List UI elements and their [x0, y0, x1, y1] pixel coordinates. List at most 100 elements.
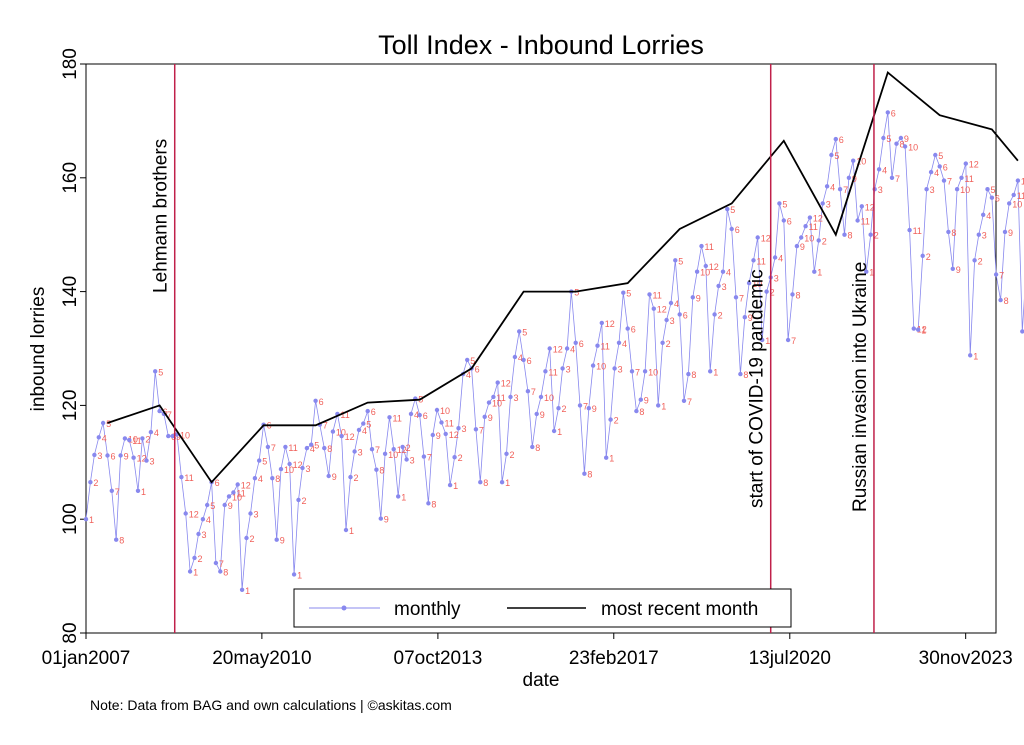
- monthly-point: [998, 297, 1003, 303]
- monthly-point-label: 8: [796, 290, 801, 300]
- monthly-point-label: 12: [969, 160, 979, 170]
- monthly-point-label: 11: [445, 419, 454, 429]
- monthly-point: [928, 169, 934, 175]
- monthly-point: [391, 447, 396, 452]
- event-label: start of COVID-19 pandemic: [747, 269, 768, 508]
- monthly-point-label: 6: [787, 217, 792, 227]
- monthly-point: [690, 295, 695, 300]
- monthly-point: [109, 488, 115, 493]
- monthly-point: [898, 135, 904, 141]
- monthly-point-label: 3: [878, 185, 883, 195]
- legend: monthly most recent month: [293, 588, 792, 628]
- monthly-point: [907, 227, 912, 233]
- monthly-point-label: 4: [466, 370, 471, 380]
- monthly-point: [213, 560, 219, 566]
- monthly-point: [257, 458, 262, 463]
- monthly-point-label: 6: [891, 108, 896, 118]
- monthly-point-label: 2: [302, 496, 307, 506]
- monthly-point: [235, 482, 240, 487]
- monthly-point-label: 6: [371, 407, 376, 417]
- monthly-point: [842, 232, 847, 237]
- monthly-point-label: 1: [713, 367, 718, 377]
- monthly-point-label: 9: [748, 313, 753, 323]
- monthly-point-label: 11: [496, 393, 505, 403]
- monthly-point: [699, 243, 704, 249]
- monthly-point-label: 2: [145, 434, 150, 444]
- monthly-point-label: 11: [340, 410, 349, 420]
- monthly-point: [83, 517, 89, 522]
- monthly-point-label: 7: [479, 425, 484, 435]
- monthly-point-label: 10: [804, 234, 814, 244]
- monthly-point: [252, 476, 258, 481]
- monthly-point-label: 7: [791, 336, 796, 346]
- monthly-point: [651, 306, 656, 311]
- monthly-point-label: 1: [141, 487, 146, 497]
- monthly-point: [708, 369, 713, 374]
- monthly-point-label: 3: [826, 199, 831, 209]
- monthly-point-label: 11: [548, 367, 557, 377]
- monthly-point: [846, 175, 852, 180]
- monthly-point: [1002, 229, 1008, 235]
- monthly-point: [170, 433, 175, 439]
- monthly-point-label: 1: [89, 515, 94, 525]
- monthly-point-label: 8: [951, 228, 956, 238]
- monthly-point: [131, 455, 136, 460]
- monthly-point: [530, 444, 535, 450]
- monthly-point: [122, 436, 128, 441]
- monthly-point: [157, 408, 162, 414]
- monthly-point-label: 11: [861, 217, 870, 227]
- monthly-point: [352, 449, 357, 454]
- monthly-point: [300, 465, 305, 471]
- monthly-point: [478, 480, 483, 485]
- monthly-point: [291, 572, 297, 577]
- monthly-point-label: 11: [809, 222, 818, 232]
- monthly-point: [673, 258, 678, 263]
- monthly-point-label: 4: [414, 410, 419, 420]
- legend-monthly-label: monthly: [394, 599, 461, 620]
- monthly-point-label: 5: [210, 501, 215, 511]
- monthly-point: [989, 195, 995, 200]
- monthly-point: [621, 290, 626, 295]
- monthly-point-label: 2: [926, 252, 931, 262]
- monthly-point-label: 1: [453, 481, 458, 491]
- monthly-point: [993, 272, 999, 277]
- chart-title: Toll Index - Inbound Lorries: [378, 30, 704, 60]
- monthly-point-label: 3: [670, 316, 675, 326]
- monthly-point: [491, 394, 496, 400]
- monthly-point: [239, 587, 245, 592]
- monthly-point-label: 7: [895, 174, 900, 184]
- monthly-point-label: 8: [639, 407, 644, 417]
- monthly-point: [612, 366, 617, 371]
- monthly-point: [387, 415, 392, 420]
- monthly-point: [365, 408, 370, 414]
- monthly-point-label: 5: [522, 327, 527, 337]
- monthly-point: [348, 474, 353, 480]
- monthly-point: [1015, 178, 1021, 183]
- monthly-point-label: 5: [938, 151, 943, 161]
- y-axis-label: inbound lorries: [28, 287, 49, 412]
- monthly-point-label: 12: [657, 305, 667, 315]
- monthly-point: [547, 346, 552, 351]
- monthly-point: [1020, 329, 1024, 334]
- monthly-point: [933, 152, 938, 158]
- monthly-point: [443, 431, 448, 437]
- monthly-point-label: 4: [362, 426, 367, 436]
- monthly-point-label: 6: [631, 325, 636, 335]
- monthly-point: [408, 411, 414, 417]
- monthly-point: [322, 445, 327, 451]
- monthly-point: [270, 476, 275, 481]
- x-tick-label: 13jul2020: [749, 648, 831, 669]
- monthly-point: [738, 371, 743, 377]
- monthly-point: [447, 482, 453, 488]
- monthly-point: [100, 420, 106, 426]
- monthly-point: [760, 337, 765, 343]
- y-axis: 80 100 120 140 160 180: [60, 48, 86, 644]
- monthly-point-label: 3: [410, 456, 415, 466]
- monthly-point: [525, 389, 531, 394]
- monthly-point: [400, 444, 405, 450]
- monthly-point-label: 7: [219, 559, 224, 569]
- monthly-point: [972, 258, 977, 263]
- monthly-point: [894, 141, 899, 146]
- monthly-point: [244, 535, 249, 541]
